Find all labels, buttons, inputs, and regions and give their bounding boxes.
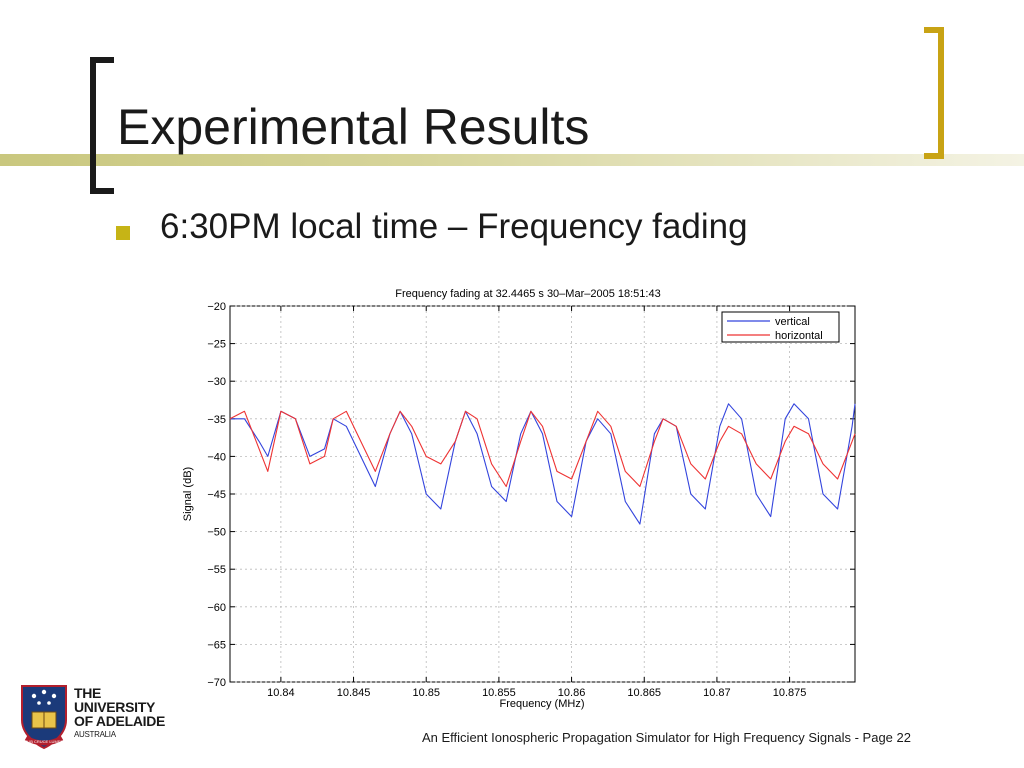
chart-title: Frequency fading at 32.4465 s 30–Mar–200… (395, 288, 660, 300)
y-tick-label: −40 (207, 451, 226, 463)
series-group (229, 403, 856, 525)
frequency-fading-chart: Frequency fading at 32.4465 s 30–Mar–200… (182, 288, 856, 710)
crest-icon: SUB CRUCE LUMEN (21, 685, 67, 750)
legend-label-horizontal: horizontal (775, 330, 823, 342)
y-tick-label: −35 (207, 414, 226, 426)
slide-title: Experimental Results (117, 99, 590, 155)
series-line-horizontal (229, 410, 856, 488)
legend-label-vertical: vertical (775, 316, 810, 328)
grid-lines (230, 305, 855, 683)
y-tick-label: −55 (207, 564, 226, 576)
logo-line-2: OF ADELAIDE (74, 713, 166, 729)
logo-line-3: AUSTRALIA (74, 730, 116, 739)
y-tick-label: −65 (207, 639, 226, 651)
x-tick-label: 10.845 (337, 687, 371, 699)
y-tick-label: −70 (207, 677, 226, 689)
right-bracket-decoration (924, 27, 944, 159)
svg-text:SUB CRUCE LUMEN: SUB CRUCE LUMEN (25, 739, 64, 744)
x-tick-label: 10.865 (627, 687, 661, 699)
y-tick-label: −60 (207, 602, 226, 614)
bullet-square-icon (116, 226, 130, 240)
slide-footer: An Efficient Ionospheric Propagation Sim… (422, 730, 911, 745)
x-tick-label: 10.855 (482, 687, 516, 699)
y-tick-label: −25 (207, 339, 226, 351)
y-tick-label: −50 (207, 527, 226, 539)
y-tick-label: −45 (207, 489, 226, 501)
left-bracket-decoration (90, 57, 114, 194)
x-axis-label: Frequency (MHz) (500, 698, 585, 710)
university-name: THE UNIVERSITY OF ADELAIDE AUSTRALIA (74, 686, 180, 742)
legend-box (721, 311, 840, 343)
chart-legend: vertical horizontal (721, 311, 840, 343)
bullet-text: 6:30PM local time – Frequency fading (160, 207, 748, 246)
x-tick-label: 10.86 (558, 687, 586, 699)
x-tick-label: 10.84 (267, 687, 295, 699)
university-logo: SUB CRUCE LUMEN THE UNIVERSITY OF ADELAI… (20, 682, 180, 754)
x-tick-label: 10.875 (773, 687, 807, 699)
y-tick-label: −20 (207, 301, 226, 313)
y-tick-label: −30 (207, 376, 226, 388)
y-axis-label: Signal (dB) (182, 467, 194, 521)
x-tick-label: 10.87 (703, 687, 731, 699)
x-tick-label: 10.85 (412, 687, 440, 699)
logo-line-1: THE UNIVERSITY (74, 685, 156, 715)
axis-ticks: 10.84 10.845 10.85 10.855 10.86 10.865 10.87 10… (207, 301, 855, 699)
title-band (0, 154, 1024, 166)
